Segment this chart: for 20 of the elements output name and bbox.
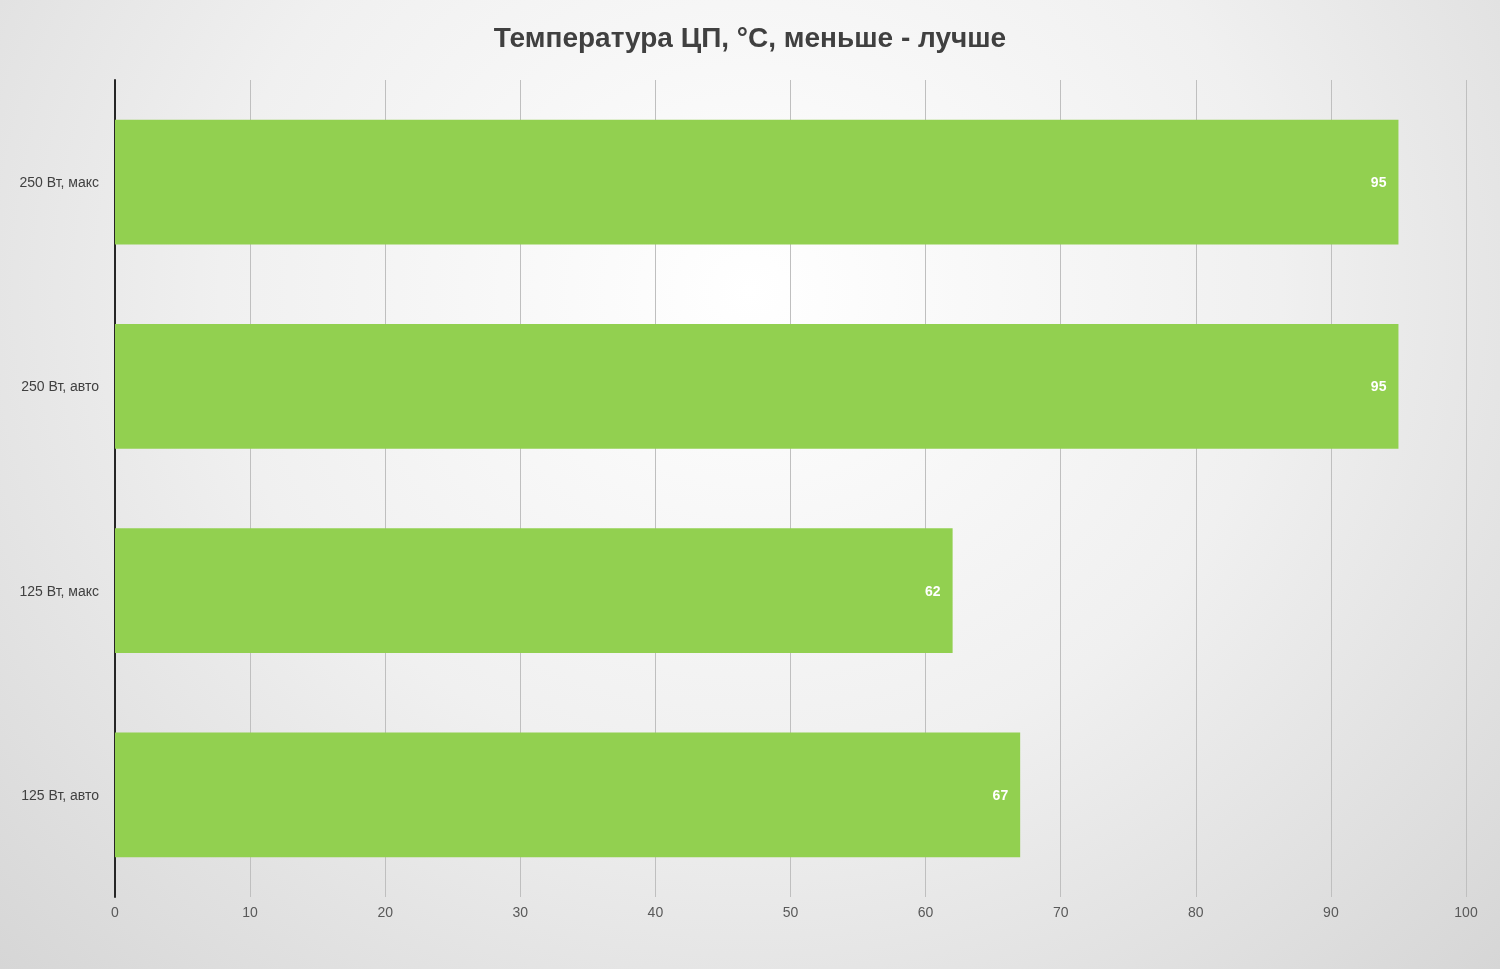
x-tick-label: 0: [111, 904, 120, 920]
x-tick-label: 40: [647, 904, 664, 920]
x-tick-label: 60: [917, 904, 934, 920]
y-tick-label: 250 Вт, макс: [19, 174, 99, 191]
y-tick-label: 125 Вт, авто: [21, 786, 100, 803]
x-tick-label: 70: [1052, 904, 1069, 920]
x-tick-label: 50: [782, 904, 799, 920]
chart-title: Температура ЦП, °C, меньше - лучше: [493, 21, 1007, 53]
data-label: 67: [992, 786, 1009, 803]
x-tick-label: 30: [512, 904, 529, 920]
data-label: 62: [925, 582, 941, 599]
x-tick-label: 80: [1188, 904, 1204, 920]
y-tick-label: 125 Вт, макс: [19, 582, 99, 599]
data-label: 95: [1370, 378, 1387, 395]
x-tick-label: 100: [1454, 904, 1478, 920]
x-tick-label: 90: [1323, 904, 1339, 920]
x-tick-label: 20: [377, 904, 394, 920]
x-tick-label: 10: [242, 904, 259, 920]
data-label: 95: [1370, 174, 1387, 191]
y-tick-label: 250 Вт, авто: [21, 378, 100, 395]
